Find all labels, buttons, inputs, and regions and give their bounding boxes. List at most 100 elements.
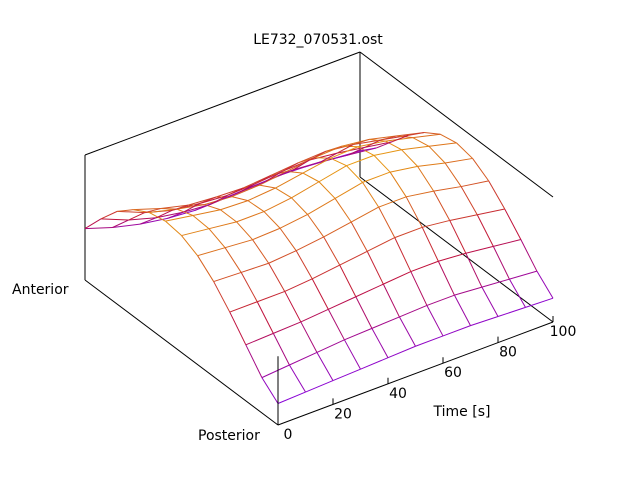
surface-line <box>417 162 446 167</box>
surface-line <box>215 187 244 198</box>
x-tick-label: 0 <box>284 427 293 443</box>
surface-line <box>445 157 473 164</box>
surface-line <box>334 198 352 223</box>
surface-line <box>348 146 365 156</box>
surface-line <box>245 344 263 378</box>
surface-line <box>316 339 345 353</box>
x-tick-label: 60 <box>444 365 462 381</box>
surface-line <box>226 187 244 196</box>
surface-line <box>398 316 416 347</box>
surface-line <box>149 208 177 214</box>
surface-line <box>380 135 397 141</box>
surface-line <box>229 311 247 346</box>
surface-line <box>355 296 373 329</box>
surface-line <box>224 239 253 249</box>
surface-line <box>371 328 389 358</box>
surface-line <box>328 296 357 310</box>
surface-line <box>176 208 194 216</box>
surface-line <box>472 158 490 182</box>
surface-line <box>155 211 184 219</box>
surface-line <box>422 219 450 228</box>
surface-line <box>320 152 338 163</box>
surface-line <box>387 345 416 359</box>
surface-line <box>311 278 329 310</box>
surface-line <box>493 239 521 247</box>
surface-line <box>128 217 157 221</box>
surface-line <box>183 203 200 213</box>
surface-line <box>364 139 381 148</box>
surface-line <box>426 294 455 306</box>
surface-line <box>437 261 455 296</box>
surface-line <box>369 138 386 142</box>
surface-line <box>460 186 478 215</box>
surface-line <box>350 221 368 252</box>
surface-line <box>128 212 145 221</box>
surface-line <box>456 142 473 159</box>
surface-line <box>362 182 380 208</box>
box-edge <box>359 176 554 323</box>
surface-line <box>300 321 318 353</box>
surface-line <box>231 184 260 198</box>
surface-line <box>360 357 389 370</box>
surface-line <box>273 321 302 334</box>
surface-line <box>277 169 294 177</box>
surface-line <box>334 181 363 199</box>
surface-line <box>165 220 182 236</box>
surface-mesh <box>84 132 554 404</box>
surface-line <box>238 183 255 194</box>
surface-line <box>288 364 306 393</box>
surface-line <box>192 209 221 216</box>
surface-line <box>245 332 274 346</box>
surface-line <box>117 209 134 212</box>
surface-line <box>520 239 538 272</box>
surface-line <box>117 210 145 214</box>
surface-line <box>309 150 326 161</box>
surface-line <box>359 147 377 152</box>
surface-line <box>101 218 129 221</box>
surface-line <box>160 208 177 210</box>
surface-line <box>375 141 393 149</box>
surface-line <box>346 165 363 183</box>
surface-line <box>465 245 494 254</box>
surface-line <box>229 301 258 313</box>
surface-line <box>231 196 249 202</box>
surface-line <box>199 196 216 204</box>
surface-line <box>389 165 418 173</box>
surface-line <box>438 252 466 262</box>
surface-line <box>256 301 274 334</box>
surface-line <box>252 227 281 241</box>
surface-line <box>84 227 113 230</box>
surface-line <box>300 308 329 323</box>
surface-line <box>139 217 157 225</box>
surface-line <box>410 260 439 273</box>
surface-line <box>316 352 334 381</box>
surface-line <box>371 316 400 329</box>
box-edge <box>84 279 279 426</box>
surface-line <box>302 157 331 174</box>
surface-line <box>247 200 265 212</box>
surface-line <box>236 211 265 223</box>
surface-line <box>391 134 409 143</box>
surface-line <box>394 226 423 239</box>
surface-line <box>318 165 347 183</box>
surface-line <box>410 271 428 306</box>
x-tick-label: 40 <box>389 386 407 402</box>
surface-line <box>332 368 361 382</box>
surface-line <box>261 364 290 379</box>
surface-line <box>536 270 554 299</box>
surface-line <box>406 190 434 198</box>
surface-line <box>508 278 526 308</box>
surface-line <box>323 236 341 266</box>
surface-line <box>268 250 297 264</box>
surface-line <box>401 149 418 167</box>
surface-line <box>449 220 467 254</box>
surface-line <box>284 291 302 323</box>
surface-line <box>213 271 242 283</box>
surface-line <box>383 271 412 285</box>
surface-line <box>357 146 375 156</box>
chart-title: LE732_070531.ost <box>253 32 383 48</box>
surface-line <box>389 171 407 198</box>
surface-line <box>525 297 554 308</box>
surface-line <box>346 154 375 167</box>
